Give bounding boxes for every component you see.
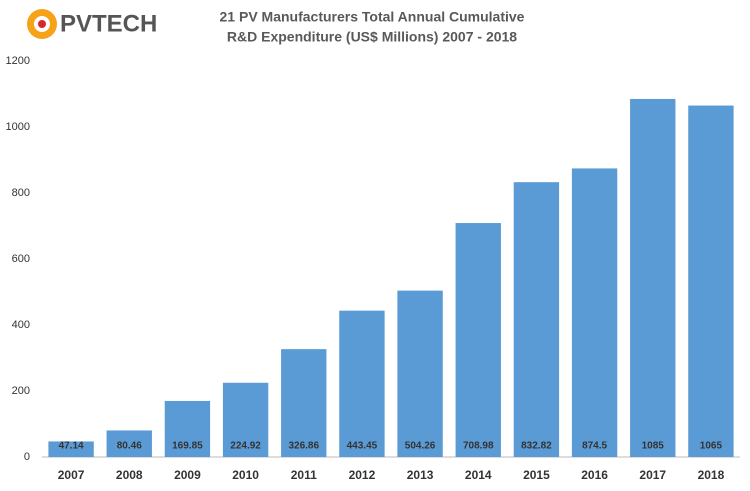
- value-label: 443.45: [347, 441, 378, 452]
- y-tick-label: 0: [24, 451, 30, 463]
- bar: [397, 290, 443, 457]
- bar: [48, 441, 94, 457]
- bar: [455, 223, 501, 457]
- value-label: 1065: [700, 441, 723, 452]
- bar: [513, 182, 560, 457]
- x-tick-label: 2010: [232, 468, 259, 482]
- bar: [688, 105, 734, 458]
- x-tick-label: 2008: [116, 468, 143, 482]
- bar: [630, 98, 676, 457]
- y-tick-label: 600: [12, 253, 30, 265]
- x-tick-label: 2009: [174, 468, 201, 482]
- bar: [106, 430, 152, 457]
- y-tick-label: 400: [12, 319, 30, 331]
- x-tick-label: 2011: [291, 468, 317, 482]
- value-label: 1085: [642, 441, 665, 452]
- value-label: 832.82: [521, 441, 552, 452]
- y-tick-label: 1200: [6, 55, 30, 67]
- x-tick-label: 2017: [639, 468, 666, 482]
- x-tick-label: 2012: [349, 468, 376, 482]
- x-tick-label: 2018: [698, 468, 725, 482]
- value-label: 326.86: [288, 441, 319, 452]
- x-tick-label: 2013: [407, 468, 434, 482]
- bar: [281, 349, 327, 457]
- bar: [339, 310, 385, 457]
- x-tick-label: 2007: [58, 468, 85, 482]
- bar: [164, 400, 211, 457]
- y-tick-label: 1000: [6, 121, 30, 133]
- y-tick-label: 800: [12, 187, 30, 199]
- logo-text: PVTECH: [60, 10, 157, 37]
- value-label: 224.92: [230, 441, 261, 452]
- y-tick-label: 200: [12, 385, 30, 397]
- value-label: 874.5: [582, 441, 607, 452]
- value-label: 80.46: [117, 441, 142, 452]
- logo-icon-dot: [38, 20, 46, 28]
- x-tick-label: 2016: [581, 468, 608, 482]
- bar: [222, 382, 269, 457]
- x-tick-label: 2015: [523, 468, 550, 482]
- x-tick-label: 2014: [465, 468, 492, 482]
- logo: PVTECH: [27, 9, 157, 39]
- value-label: 47.14: [59, 441, 84, 452]
- bar: [571, 168, 618, 458]
- title-line: R&D Expenditure (US$ Millions) 2007 - 20…: [227, 29, 517, 45]
- value-label: 504.26: [405, 441, 436, 452]
- title-line: 21 PV Manufacturers Total Annual Cumulat…: [220, 9, 525, 25]
- value-label: 169.85: [172, 441, 203, 452]
- chart-title: 21 PV Manufacturers Total Annual Cumulat…: [220, 9, 525, 45]
- value-label: 708.98: [463, 441, 494, 452]
